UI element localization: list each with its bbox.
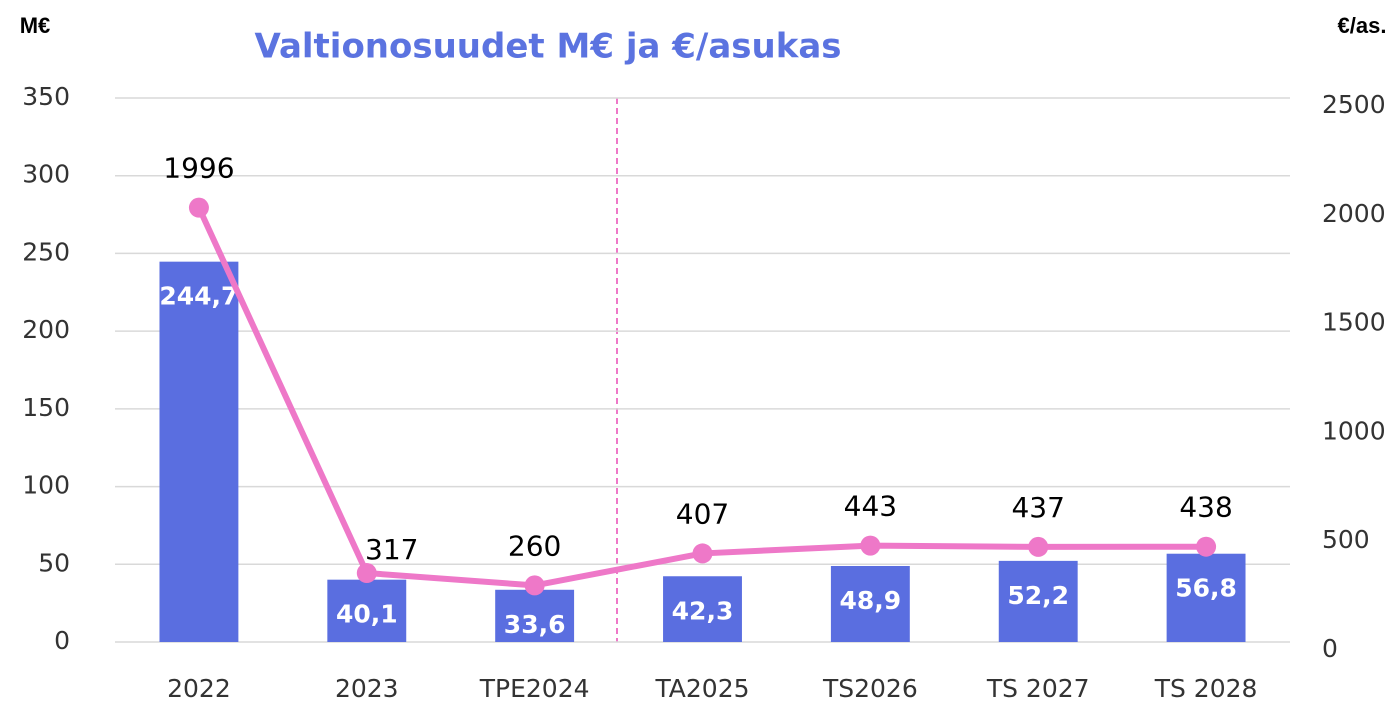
line-value-label: 438 bbox=[1179, 491, 1232, 524]
bar bbox=[830, 565, 910, 642]
x-tick-label: TS 2028 bbox=[1154, 674, 1258, 703]
line-marker bbox=[1196, 536, 1217, 557]
y-axis-label: M€ bbox=[20, 13, 51, 38]
line-marker bbox=[1028, 536, 1049, 557]
bar bbox=[159, 261, 239, 642]
x-tick-label: 2023 bbox=[335, 674, 399, 703]
bar-value-label: 244,7 bbox=[159, 282, 238, 311]
y2-tick-label: 1000 bbox=[1322, 416, 1386, 445]
bar bbox=[1166, 553, 1246, 642]
line-value-label: 1996 bbox=[163, 152, 234, 185]
x-tick-label: TS 2027 bbox=[986, 674, 1090, 703]
x-tick-label: TS2026 bbox=[822, 674, 918, 703]
bar-value-label: 33,6 bbox=[504, 610, 566, 639]
y-tick-label: 300 bbox=[22, 160, 70, 189]
line-marker bbox=[188, 197, 209, 218]
y2-tick-label: 1500 bbox=[1322, 308, 1386, 337]
y-tick-label: 150 bbox=[22, 393, 70, 422]
bar-value-label: 42,3 bbox=[672, 596, 734, 625]
y2-tick-label: 2000 bbox=[1322, 199, 1386, 228]
line-value-label: 437 bbox=[1011, 491, 1064, 524]
x-tick-label: TA2025 bbox=[654, 674, 749, 703]
line-marker bbox=[860, 535, 881, 556]
y-tick-label: 350 bbox=[22, 82, 70, 111]
line-marker bbox=[692, 543, 713, 564]
y-tick-label: 0 bbox=[54, 626, 70, 655]
chart-title: Valtionosuudet M€ ja €/asukas bbox=[254, 27, 841, 67]
bar bbox=[327, 579, 407, 642]
y2-tick-label: 500 bbox=[1322, 525, 1370, 554]
y2-tick-label: 2500 bbox=[1322, 90, 1386, 119]
x-tick-label: 2022 bbox=[167, 674, 231, 703]
bar bbox=[495, 589, 575, 642]
bar bbox=[663, 576, 742, 642]
bar-value-label: 56,8 bbox=[1175, 574, 1237, 603]
line-marker bbox=[524, 575, 545, 596]
y2-axis-label: €/as. bbox=[1338, 13, 1387, 38]
bar bbox=[998, 560, 1078, 642]
y-tick-label: 250 bbox=[22, 237, 70, 266]
bar-value-label: 48,9 bbox=[840, 586, 902, 615]
line-marker bbox=[356, 563, 377, 584]
bar-value-label: 52,2 bbox=[1007, 581, 1069, 610]
x-tick-label: TPE2024 bbox=[479, 674, 590, 703]
line-value-label: 407 bbox=[676, 497, 729, 530]
line-value-label: 260 bbox=[508, 529, 561, 562]
y-tick-label: 50 bbox=[38, 548, 70, 577]
line-value-label: 317 bbox=[365, 533, 418, 566]
line-value-label: 443 bbox=[844, 490, 897, 523]
y2-tick-label: 0 bbox=[1322, 634, 1338, 663]
y-tick-label: 200 bbox=[22, 315, 70, 344]
bar-value-label: 40,1 bbox=[336, 600, 398, 629]
y-tick-label: 100 bbox=[22, 471, 70, 500]
